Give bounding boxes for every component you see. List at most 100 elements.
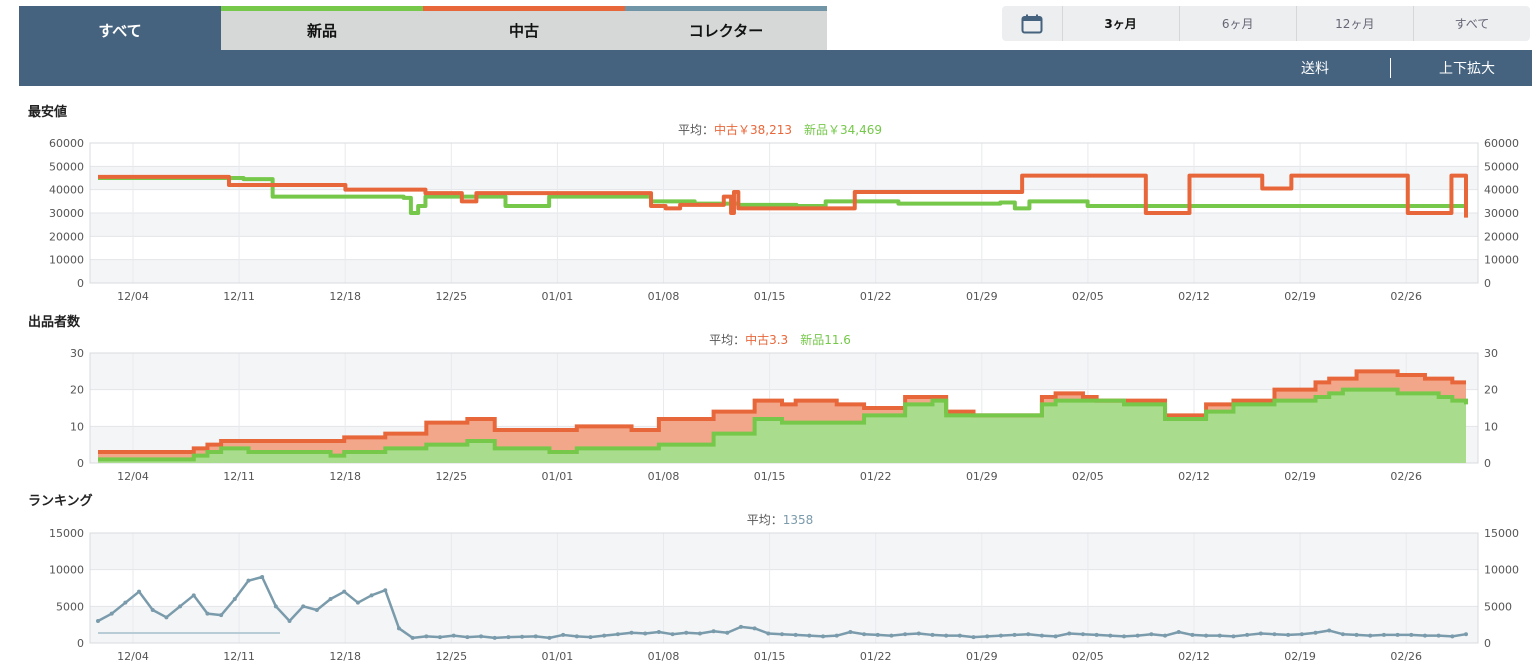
- data-point: [1122, 634, 1126, 639]
- data-point: [479, 634, 484, 639]
- condition-tabs: すべて 新品 中古 コレクター: [19, 6, 827, 50]
- data-point: [164, 615, 169, 620]
- x-tick-label: 12/18: [329, 650, 361, 663]
- y-tick-label-right: 15000: [1484, 527, 1519, 540]
- x-tick-label: 12/25: [435, 650, 467, 663]
- x-tick-label: 02/26: [1390, 470, 1422, 483]
- data-point: [424, 634, 429, 639]
- data-point: [738, 624, 743, 629]
- range-option-6m[interactable]: 6ヶ月: [1178, 6, 1296, 41]
- data-point: [506, 635, 511, 640]
- y-tick-label-left: 0: [77, 277, 84, 290]
- data-point: [916, 631, 921, 636]
- data-point: [342, 589, 347, 594]
- data-point: [889, 633, 894, 638]
- data-point: [930, 632, 935, 637]
- calendar-icon[interactable]: [1002, 6, 1062, 41]
- tab-all[interactable]: すべて: [19, 6, 221, 50]
- plot-frame: [89, 142, 1479, 284]
- data-point: [410, 635, 415, 640]
- tab-collector[interactable]: コレクター: [625, 6, 827, 50]
- range-option-12m[interactable]: 12ヶ月: [1295, 6, 1413, 41]
- data-point: [985, 634, 990, 639]
- x-tick-label: 01/08: [648, 470, 680, 483]
- x-tick-label: 02/26: [1390, 650, 1422, 663]
- x-tick-label: 12/04: [117, 290, 149, 303]
- x-tick-label: 01/01: [542, 650, 574, 663]
- data-point: [697, 631, 702, 636]
- data-point: [492, 635, 497, 640]
- data-point: [875, 632, 880, 637]
- x-tick-label: 01/01: [542, 470, 574, 483]
- data-point: [533, 634, 538, 639]
- tab-used[interactable]: 中古: [423, 6, 625, 50]
- series-line-new: [98, 387, 1468, 462]
- data-point: [656, 630, 661, 634]
- data-point: [1258, 631, 1263, 636]
- data-point: [355, 600, 360, 605]
- y-tick-label-right: 30: [1484, 347, 1498, 360]
- y-tick-label-right: 30000: [1484, 207, 1519, 220]
- data-point: [1409, 632, 1414, 637]
- zoom-vertical-button[interactable]: 上下拡大: [1439, 61, 1495, 77]
- x-tick-label: 02/05: [1072, 290, 1104, 303]
- data-point: [1272, 632, 1277, 637]
- x-tick-label: 02/19: [1284, 650, 1316, 663]
- x-tick-label: 02/05: [1072, 650, 1104, 663]
- average-value: 1358: [783, 513, 814, 527]
- y-tick-label-right: 20: [1484, 384, 1498, 397]
- toolbar: 送料 上下拡大: [19, 50, 1532, 86]
- x-tick-label: 01/15: [754, 290, 786, 303]
- grid-band: [90, 259, 1478, 283]
- data-point: [998, 633, 1003, 638]
- chart-3: 0 0 5000 5000 10000 10000 15000 15000 12/04 12/11…: [28, 493, 1519, 663]
- x-tick-label: 12/18: [329, 290, 361, 303]
- data-point: [1436, 633, 1441, 638]
- y-tick-label-left: 0: [77, 637, 84, 650]
- data-point: [793, 632, 798, 637]
- y-tick-label-left: 0: [77, 457, 84, 470]
- y-tick-label-left: 10000: [49, 564, 84, 577]
- x-tick-label: 12/04: [117, 470, 149, 483]
- x-tick-label: 12/25: [435, 290, 467, 303]
- data-point: [780, 632, 784, 637]
- series-line-total: [98, 369, 1466, 454]
- chart-title: ランキング: [28, 493, 93, 509]
- data-point: [684, 630, 689, 635]
- y-tick-label-left: 30000: [49, 207, 84, 220]
- data-point: [1204, 633, 1209, 638]
- range-option-3m[interactable]: 3ヶ月: [1061, 6, 1179, 41]
- y-tick-label-left: 15000: [49, 527, 84, 540]
- data-point: [1245, 632, 1250, 637]
- shipping-button[interactable]: 送料: [1301, 61, 1329, 77]
- data-point: [1190, 632, 1195, 637]
- data-point: [123, 600, 128, 605]
- y-tick-label-right: 0: [1484, 457, 1491, 470]
- data-point: [1026, 632, 1031, 637]
- data-point: [451, 633, 456, 638]
- average-value: 中古3.3: [745, 332, 788, 347]
- data-point: [561, 632, 566, 637]
- chart-title: 最安値: [28, 104, 67, 120]
- x-tick-label: 02/26: [1390, 290, 1422, 303]
- data-point: [711, 629, 716, 634]
- data-point: [369, 593, 374, 598]
- data-point: [574, 634, 579, 639]
- data-point: [396, 626, 401, 631]
- average-label: 平均：中古3.3 新品11.6: [709, 332, 851, 347]
- data-point: [1422, 633, 1427, 638]
- data-point: [205, 611, 210, 616]
- data-point: [615, 632, 620, 637]
- data-point: [328, 597, 333, 601]
- y-tick-label-right: 60000: [1484, 137, 1519, 150]
- data-point: [191, 593, 196, 598]
- data-point: [301, 604, 306, 609]
- average-label: 平均：1358: [747, 513, 814, 527]
- average-prefix: 平均：: [678, 123, 714, 137]
- tab-new[interactable]: 新品: [221, 6, 423, 50]
- range-option-all[interactable]: すべて: [1412, 6, 1530, 41]
- y-tick-label-right: 5000: [1484, 600, 1512, 613]
- data-point: [862, 632, 867, 637]
- average-value: 新品11.6: [800, 332, 851, 347]
- data-point: [1053, 634, 1058, 639]
